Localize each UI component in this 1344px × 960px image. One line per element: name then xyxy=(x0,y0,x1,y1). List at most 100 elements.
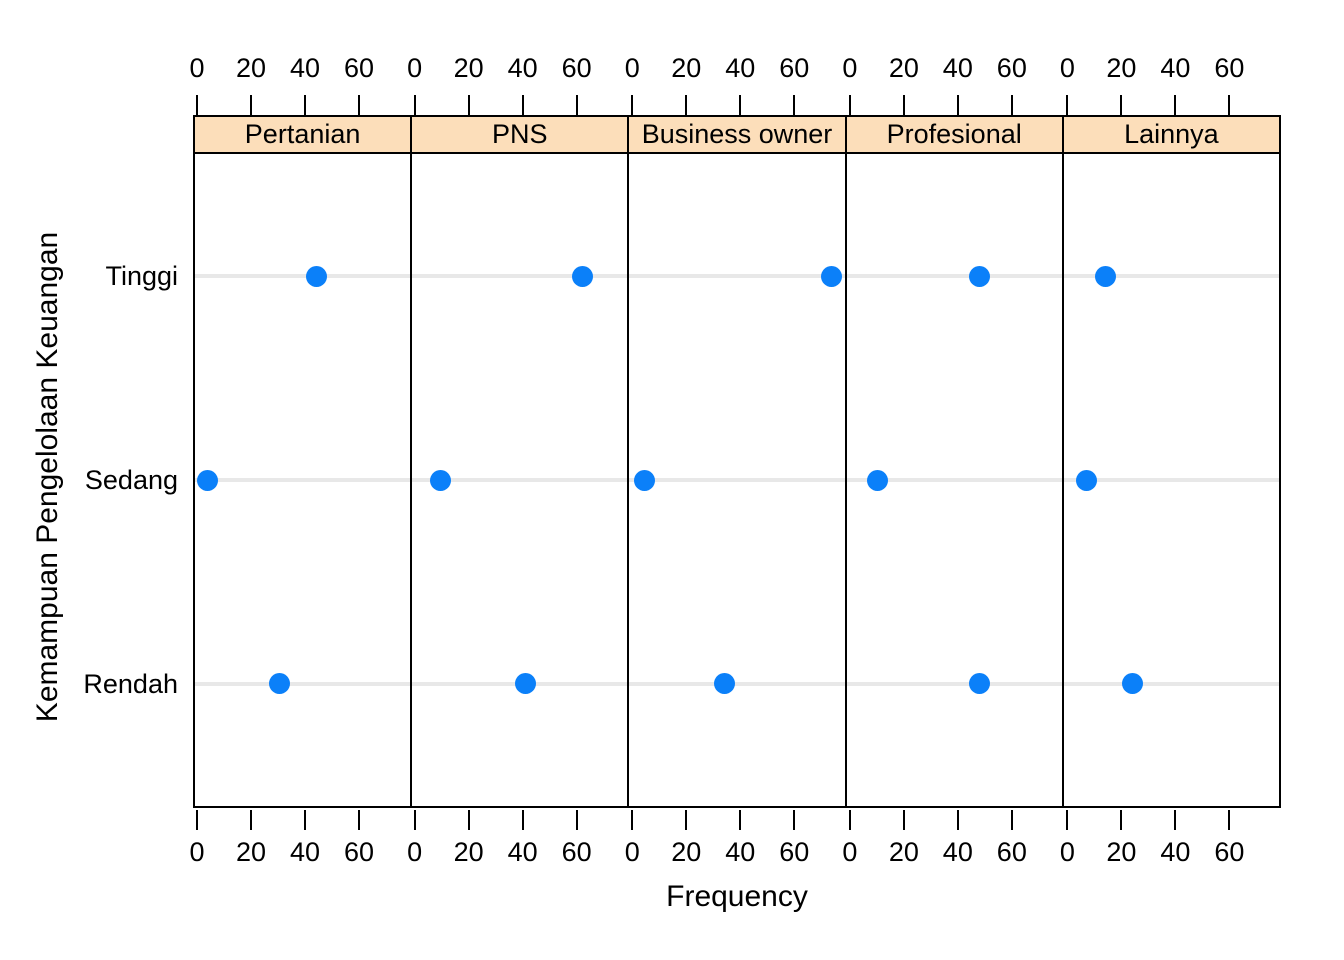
bottom-tick-mark xyxy=(521,810,524,830)
bottom-tick-mark xyxy=(196,810,199,830)
top-tick-label: 40 xyxy=(1160,53,1191,83)
top-tick-mark xyxy=(631,95,634,115)
top-tick-label: 60 xyxy=(996,53,1027,83)
top-tick-label: 20 xyxy=(453,53,484,83)
y-category-label-tinggi: Tinggi xyxy=(105,261,178,292)
reference-line-sedang xyxy=(846,478,1062,482)
data-point-profesional-rendah xyxy=(968,673,990,695)
data-point-pertanian-sedang xyxy=(196,469,218,491)
panel-strip-label: Business owner xyxy=(641,119,833,149)
data-point-lainnya-tinggi xyxy=(1094,265,1116,287)
bottom-tick-label: 60 xyxy=(344,837,375,867)
bottom-tick-label: 40 xyxy=(725,837,756,867)
top-tick-label: 20 xyxy=(236,53,267,83)
bottom-tick-label: 60 xyxy=(996,837,1027,867)
reference-line-rendah xyxy=(1063,681,1279,686)
bottom-tick-mark xyxy=(413,810,416,830)
bottom-tick-mark xyxy=(902,810,905,830)
top-tick-mark xyxy=(358,95,361,115)
bottom-tick-label: 20 xyxy=(671,837,702,867)
data-point-pns-rendah xyxy=(515,673,537,695)
bottom-tick-mark xyxy=(631,810,634,830)
bottom-tick-label: 0 xyxy=(407,837,423,867)
bottom-tick-mark xyxy=(1174,810,1177,830)
x-axis-title: Frequency xyxy=(666,880,808,913)
top-tick-label: 40 xyxy=(725,53,756,83)
panel-strip-business-owner: Business owner xyxy=(629,117,845,152)
top-tick-mark xyxy=(1228,95,1231,115)
reference-line-tinggi xyxy=(195,274,411,279)
top-tick-label: 40 xyxy=(290,53,321,83)
bottom-tick-label: 20 xyxy=(236,837,267,867)
top-tick-mark xyxy=(196,95,199,115)
bottom-tick-mark xyxy=(1010,810,1013,830)
top-tick-label: 0 xyxy=(842,53,858,83)
top-tick-label: 60 xyxy=(344,53,375,83)
top-tick-label: 60 xyxy=(1214,53,1245,83)
data-point-lainnya-rendah xyxy=(1121,673,1143,695)
bottom-tick-label: 40 xyxy=(942,837,973,867)
top-tick-mark xyxy=(685,95,688,115)
y-category-label-rendah: Rendah xyxy=(83,668,178,699)
bottom-tick-mark xyxy=(685,810,688,830)
top-tick-mark xyxy=(1010,95,1013,115)
data-point-business-owner-tinggi xyxy=(820,265,842,287)
bottom-tick-label: 0 xyxy=(624,837,640,867)
top-tick-label: 60 xyxy=(561,53,592,83)
bottom-tick-mark xyxy=(1228,810,1231,830)
bottom-tick-label: 20 xyxy=(453,837,484,867)
reference-line-rendah xyxy=(846,681,1062,686)
panel-strip-lainnya: Lainnya xyxy=(1063,117,1279,152)
panel-strip-label: Lainnya xyxy=(1124,119,1219,149)
top-tick-label: 20 xyxy=(1106,53,1137,83)
panel-strip-label: Pertanian xyxy=(244,119,361,149)
y-category-label-sedang: Sedang xyxy=(84,465,178,495)
panel-body-profesional xyxy=(846,154,1062,806)
top-tick-mark xyxy=(848,95,851,115)
bottom-tick-mark xyxy=(575,810,578,830)
panel-body-business-owner xyxy=(629,154,845,806)
data-point-business-owner-sedang xyxy=(633,469,655,491)
reference-line-rendah xyxy=(629,681,845,686)
bottom-tick-mark xyxy=(1066,810,1069,830)
top-tick-mark xyxy=(739,95,742,115)
data-point-business-owner-rendah xyxy=(713,673,735,695)
reference-line-sedang xyxy=(629,478,845,482)
top-tick-label: 0 xyxy=(1059,53,1075,83)
reference-line-tinggi xyxy=(412,274,628,279)
top-tick-label: 20 xyxy=(671,53,702,83)
bottom-tick-mark xyxy=(304,810,307,830)
bottom-tick-label: 40 xyxy=(507,837,538,867)
data-point-profesional-sedang xyxy=(866,469,888,491)
top-tick-mark xyxy=(902,95,905,115)
bottom-tick-mark xyxy=(358,810,361,830)
panel-strip-pertanian: Pertanian xyxy=(195,117,411,152)
bottom-tick-label: 60 xyxy=(1214,837,1245,867)
bottom-tick-label: 0 xyxy=(842,837,858,867)
data-point-pertanian-tinggi xyxy=(306,265,328,287)
top-tick-label: 20 xyxy=(888,53,919,83)
data-point-profesional-tinggi xyxy=(968,265,990,287)
panel-strip-pns: PNS xyxy=(412,117,628,152)
bottom-tick-label: 0 xyxy=(189,837,205,867)
top-tick-label: 40 xyxy=(507,53,538,83)
bottom-tick-label: 20 xyxy=(888,837,919,867)
reference-line-tinggi xyxy=(846,274,1062,279)
reference-line-sedang xyxy=(1063,478,1279,482)
bottom-tick-mark xyxy=(848,810,851,830)
bottom-tick-label: 0 xyxy=(1059,837,1075,867)
bottom-tick-label: 60 xyxy=(561,837,592,867)
top-tick-mark xyxy=(575,95,578,115)
bottom-tick-mark xyxy=(467,810,470,830)
panels-grid: Pertanian PNS Business owner Profesional Lai… xyxy=(193,115,1281,808)
reference-line-tinggi xyxy=(1063,274,1279,279)
top-tick-mark xyxy=(250,95,253,115)
bottom-tick-mark xyxy=(250,810,253,830)
data-point-lainnya-sedang xyxy=(1076,469,1098,491)
bottom-tick-mark xyxy=(739,810,742,830)
reference-line-sedang xyxy=(412,478,628,482)
bottom-tick-label: 40 xyxy=(290,837,321,867)
panel-body-pns xyxy=(412,154,628,806)
top-tick-label: 0 xyxy=(407,53,423,83)
